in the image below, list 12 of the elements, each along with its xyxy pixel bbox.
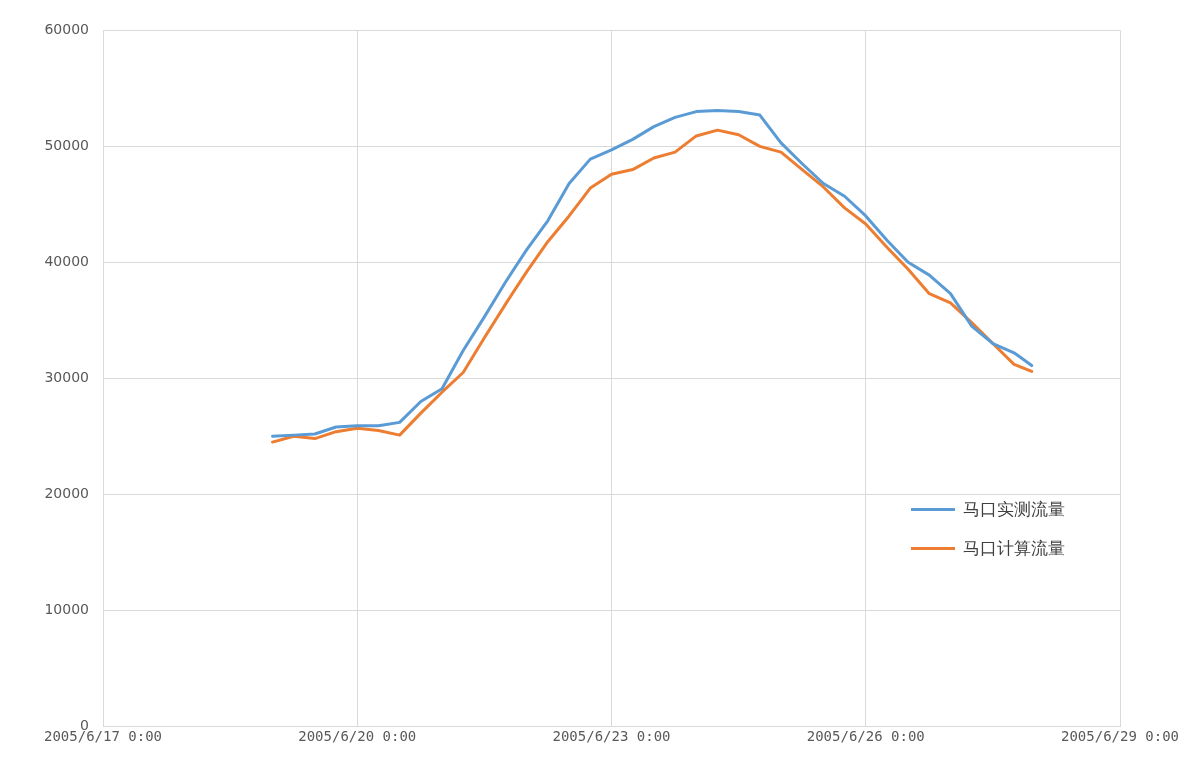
y-tick-label: 30000 <box>44 368 89 385</box>
y-tick-label: 40000 <box>44 252 89 269</box>
x-tick-label: 2005/6/20 0:00 <box>298 728 417 745</box>
y-tick-label: 10000 <box>44 600 89 617</box>
y-tick-label: 60000 <box>44 21 89 38</box>
legend-label: 马口计算流量 <box>963 537 1065 560</box>
y-tick-label: 50000 <box>44 137 89 154</box>
legend-label: 马口实测流量 <box>963 498 1065 521</box>
y-tick-label: 20000 <box>44 484 89 501</box>
x-tick-label: 2005/6/23 0:00 <box>552 728 671 745</box>
x-tick-label: 2005/6/26 0:00 <box>806 728 925 745</box>
x-tick-label: 2005/6/29 0:00 <box>1060 728 1180 745</box>
